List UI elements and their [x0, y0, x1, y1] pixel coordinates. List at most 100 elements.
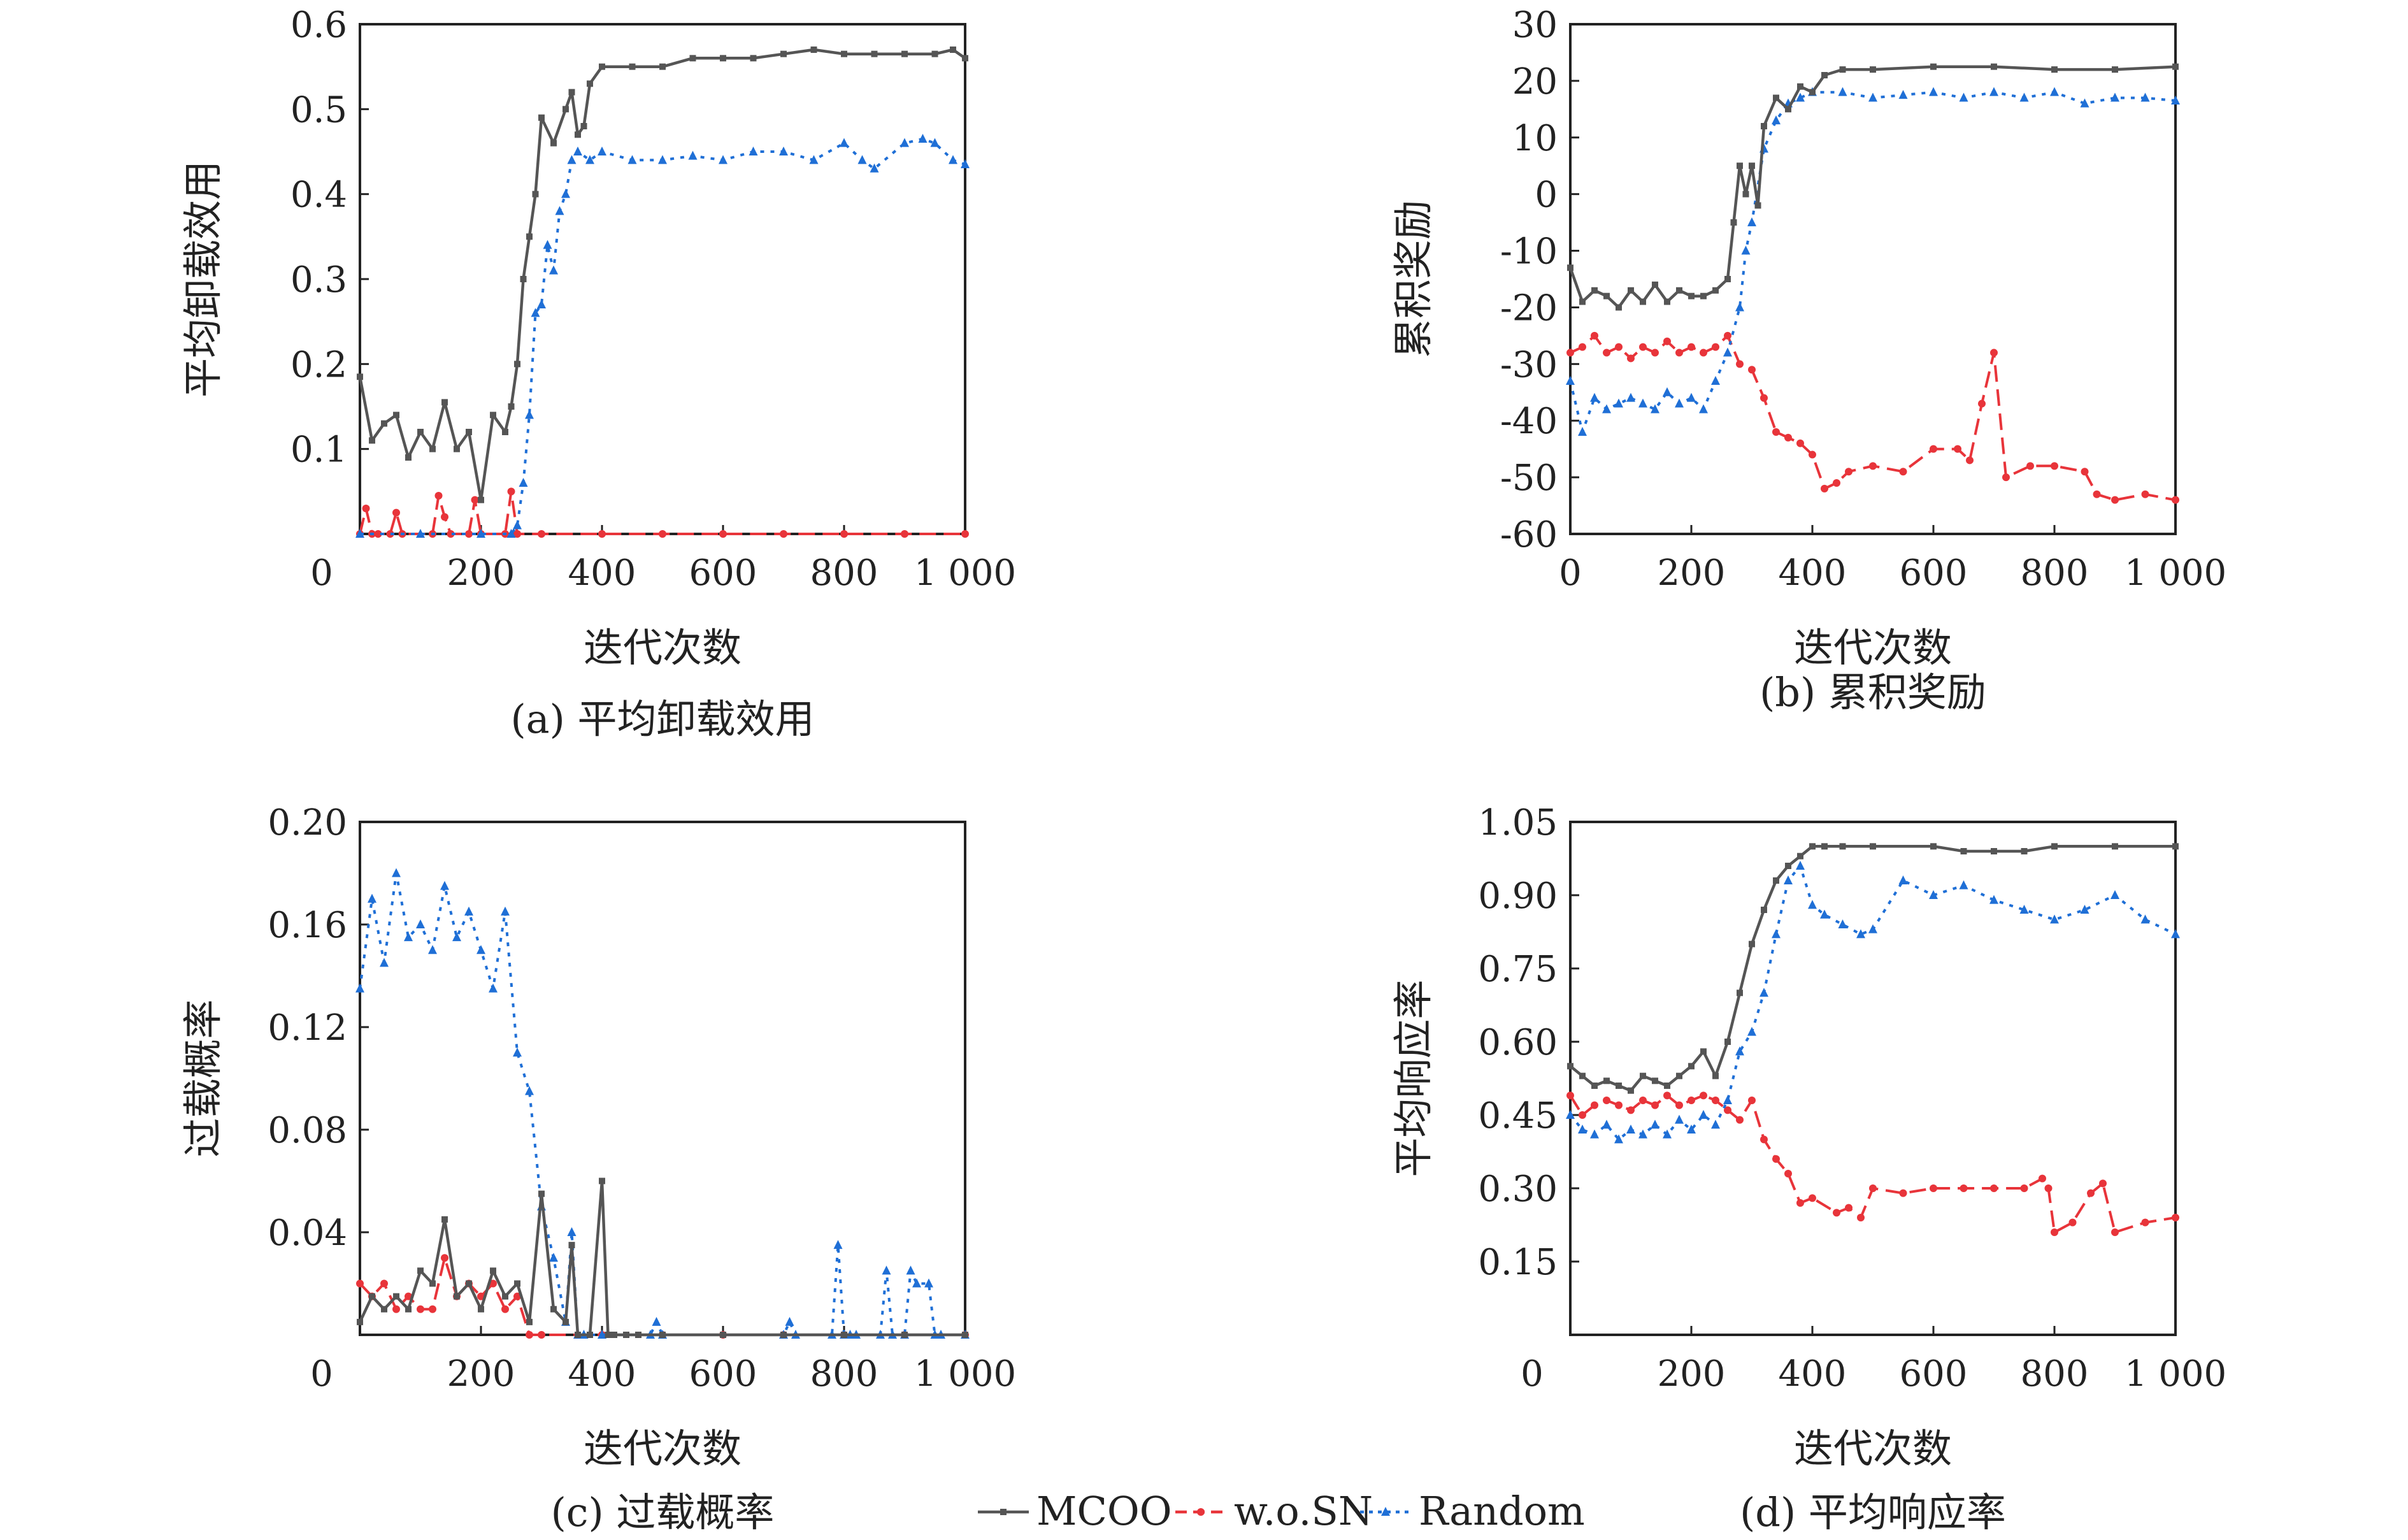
data-point: [1747, 217, 1756, 227]
data-point: [2099, 1179, 2107, 1188]
y-tick-label: -60: [1500, 514, 1558, 556]
data-point: [514, 361, 520, 368]
data-point: [471, 496, 479, 504]
data-point: [2051, 66, 2058, 73]
data-point: [1651, 1119, 1659, 1129]
data-point: [1699, 404, 1708, 414]
data-point: [1960, 1184, 1968, 1192]
x-tick-label: 800: [2021, 1353, 2089, 1395]
x-tick-label: 800: [810, 552, 878, 594]
data-point: [2172, 63, 2179, 70]
data-point: [489, 983, 498, 993]
data-point: [1856, 929, 1865, 939]
data-point: [1651, 1101, 1659, 1109]
data-point: [1663, 1129, 1672, 1139]
data-point: [507, 487, 515, 496]
data-point: [780, 1332, 787, 1338]
data-point: [538, 530, 545, 538]
legend-item-w-o-sn: w.o.SN: [1175, 1488, 1373, 1534]
data-point: [1723, 347, 1732, 357]
panel-average-response-rate: 1.05 0.90 0.75 0.60 0.45 0.30 0.15 0 200 400 600 80…: [1390, 802, 2226, 1536]
data-point: [513, 1047, 522, 1057]
series-line: [1569, 845, 2175, 1092]
data-point: [1760, 394, 1768, 402]
data-point: [2068, 1218, 2077, 1227]
data-point: [1930, 445, 1937, 453]
x-tick-label: 1 000: [2125, 552, 2226, 594]
data-point: [1845, 468, 1853, 476]
data-point: [405, 454, 412, 461]
data-point: [567, 1227, 577, 1236]
data-point: [466, 1280, 472, 1287]
data-point: [508, 403, 515, 410]
data-point: [1761, 907, 1767, 913]
series-random: [1566, 87, 2180, 436]
data-point: [1797, 853, 1803, 860]
data-point: [355, 529, 364, 538]
data-point: [1857, 1214, 1865, 1221]
data-point: [1760, 1135, 1768, 1144]
data-point: [1959, 92, 1968, 102]
plot-frame: [1569, 23, 2177, 535]
data-point: [750, 55, 757, 62]
data-point: [478, 1306, 484, 1313]
data-point: [525, 410, 534, 419]
x-axis-title: 迭代次数: [1794, 1425, 1952, 1472]
data-point: [1784, 875, 1793, 884]
data-point: [1736, 1116, 1744, 1124]
data-point: [538, 1190, 545, 1197]
data-point: [1796, 92, 1805, 102]
data-point: [950, 47, 956, 53]
data-point: [478, 496, 484, 503]
data-point: [1724, 1106, 1731, 1114]
data-point: [1749, 940, 1755, 947]
y-tick-label: -10: [1500, 231, 1558, 273]
x-tick-label: 600: [689, 552, 757, 594]
data-point: [1868, 92, 1877, 102]
data-point: [1838, 919, 1847, 928]
data-point: [1990, 349, 1998, 357]
data-point: [2050, 87, 2059, 96]
legend-label: MCOO: [1036, 1488, 1172, 1534]
data-point: [1930, 843, 1937, 850]
plot-frame: [1569, 821, 2177, 1336]
data-point: [369, 1293, 375, 1300]
x-tick-label: 1 000: [2125, 1353, 2226, 1395]
data-point: [1796, 1199, 1804, 1207]
data-point: [2111, 1228, 2119, 1236]
legend-item-random: Random: [1360, 1488, 1585, 1534]
data-point: [580, 123, 587, 129]
data-point: [1675, 398, 1684, 408]
data-point: [1602, 404, 1611, 414]
data-point: [392, 1305, 400, 1313]
data-point: [1929, 87, 1938, 96]
data-point: [1591, 1083, 1598, 1089]
data-point: [906, 1265, 915, 1275]
data-point: [386, 530, 394, 538]
data-point: [380, 958, 389, 967]
data-point: [2141, 1218, 2149, 1227]
data-point: [1711, 1119, 1720, 1129]
data-point: [841, 1332, 847, 1338]
data-point: [1898, 875, 1908, 884]
data-point: [1591, 287, 1598, 294]
panel-overload-probability: 0.20 0.16 0.12 0.08 0.04 0 200 400 600 800 1 000 迭代…: [180, 802, 1016, 1536]
x-tick-label: 1 000: [914, 552, 1016, 594]
legend: MCOO w.o.SN Random: [978, 1488, 1585, 1534]
series-w-o-sn: [1566, 1091, 2179, 1236]
x-tick-label: 400: [568, 552, 636, 594]
y-tick-label: 0.4: [290, 175, 347, 216]
data-point: [627, 155, 637, 164]
data-point: [1845, 1204, 1853, 1212]
series-random: [355, 134, 970, 538]
panel-caption: (d) 平均响应率: [1740, 1489, 2006, 1536]
data-point: [1724, 331, 1731, 340]
data-point: [1688, 343, 1695, 351]
data-point: [1796, 861, 1805, 870]
data-point: [1749, 162, 1755, 169]
data-point: [1663, 1091, 1671, 1100]
x-axis-title: 迭代次数: [584, 1425, 742, 1472]
panel-average-offload-utility: 0.6 0.5 0.4 0.3 0.2 0.1 0 200 400 600 800 1 000 迭代次数…: [180, 4, 1016, 742]
data-point: [1978, 399, 1986, 408]
data-point: [1700, 349, 1707, 357]
